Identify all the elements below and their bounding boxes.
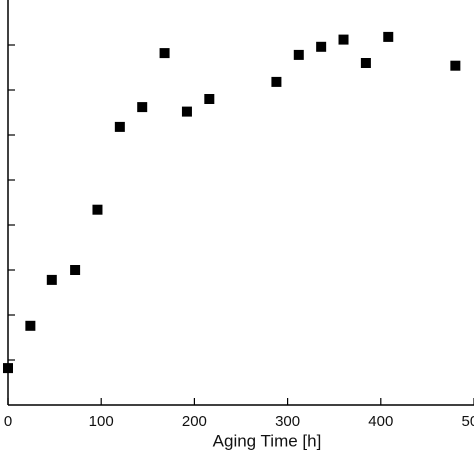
point — [360, 58, 371, 68]
x-tick-label: 0 — [4, 413, 12, 430]
point — [46, 274, 57, 285]
point — [271, 76, 282, 87]
point — [70, 265, 81, 275]
point — [293, 49, 304, 60]
point — [3, 363, 13, 374]
point — [450, 60, 461, 71]
x-tick-label: 100 — [89, 413, 114, 430]
point — [338, 34, 349, 45]
point — [25, 320, 36, 331]
point — [383, 31, 394, 42]
point — [137, 102, 148, 113]
x-tick-label: 500 — [461, 413, 474, 430]
point — [92, 204, 103, 215]
x-tick-label: 300 — [275, 413, 300, 430]
point — [204, 94, 215, 104]
x-axis-label: Aging Time [h] — [213, 431, 322, 450]
point — [159, 48, 170, 59]
point — [181, 106, 192, 117]
x-tick-label: 400 — [368, 413, 393, 430]
point — [114, 121, 125, 132]
x-tick-label: 200 — [182, 413, 207, 430]
point — [316, 41, 327, 52]
